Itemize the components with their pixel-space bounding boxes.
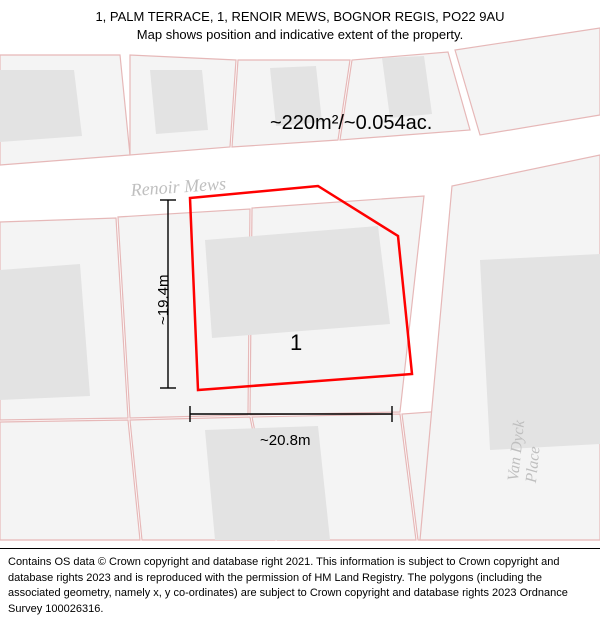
map-svg	[0, 0, 600, 625]
page-title: 1, PALM TERRACE, 1, RENOIR MEWS, BOGNOR …	[10, 8, 590, 26]
dimension-height-label: ~19.4m	[155, 275, 172, 325]
area-label: ~220m²/~0.054ac.	[270, 112, 432, 135]
dimension-width-label: ~20.8m	[260, 432, 310, 449]
plot-number: 1	[290, 330, 302, 356]
map-diagram: ~220m²/~0.054ac. 1 ~19.4m ~20.8m Renoir …	[0, 0, 600, 625]
footer-attribution: Contains OS data © Crown copyright and d…	[0, 548, 600, 625]
page-subtitle: Map shows position and indicative extent…	[10, 26, 590, 44]
header: 1, PALM TERRACE, 1, RENOIR MEWS, BOGNOR …	[0, 0, 600, 48]
